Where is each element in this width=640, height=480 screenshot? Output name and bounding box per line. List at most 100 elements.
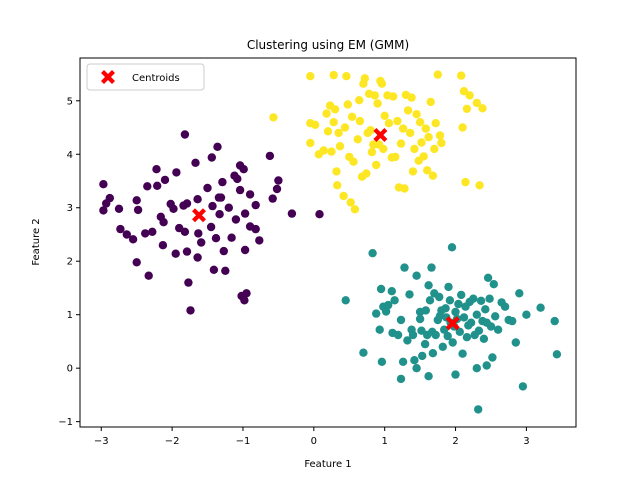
data-point-cluster-1 — [240, 296, 249, 305]
data-point-cluster-1 — [239, 165, 248, 174]
data-point-cluster-3 — [269, 113, 278, 122]
data-point-cluster-2 — [368, 249, 377, 258]
data-point-cluster-3 — [355, 96, 364, 105]
y-tick-label: 5 — [67, 96, 73, 107]
x-axis-label: Feature 1 — [304, 459, 351, 470]
data-point-cluster-3 — [457, 71, 466, 80]
x-tick-label: −1 — [236, 436, 251, 447]
data-point-cluster-2 — [438, 342, 447, 351]
data-point-cluster-3 — [353, 135, 362, 144]
centroid-marker-1 — [192, 208, 206, 223]
data-point-cluster-3 — [362, 169, 371, 178]
data-point-cluster-3 — [406, 128, 415, 138]
data-point-cluster-2 — [417, 326, 426, 335]
data-point-cluster-2 — [375, 325, 384, 334]
data-point-cluster-3 — [373, 99, 382, 108]
data-point-cluster-2 — [491, 312, 500, 321]
data-point-cluster-2 — [390, 296, 399, 305]
data-point-cluster-3 — [329, 70, 338, 80]
data-point-cluster-3 — [393, 116, 402, 126]
data-point-cluster-3 — [472, 98, 481, 108]
data-point-cluster-3 — [384, 119, 394, 128]
data-point-cluster-1 — [152, 165, 161, 174]
data-point-cluster-2 — [472, 310, 481, 319]
data-point-cluster-3 — [465, 91, 474, 100]
data-point-cluster-3 — [370, 91, 379, 100]
data-point-cluster-1 — [160, 175, 170, 185]
data-point-cluster-3 — [396, 139, 406, 148]
data-point-cluster-1 — [194, 229, 203, 238]
data-point-cluster-2 — [500, 302, 510, 311]
data-point-cluster-3 — [389, 92, 398, 101]
data-point-cluster-1 — [180, 130, 190, 139]
legend-box — [86, 63, 205, 91]
y-tick-label: 0 — [67, 364, 73, 375]
data-point-cluster-3 — [333, 181, 342, 190]
data-point-cluster-2 — [410, 356, 419, 365]
y-tick-label: 3 — [67, 203, 73, 214]
data-point-cluster-3 — [335, 142, 345, 151]
data-point-cluster-1 — [206, 222, 216, 232]
data-point-cluster-1 — [218, 177, 227, 187]
data-point-cluster-3 — [355, 116, 365, 126]
data-point-cluster-3 — [347, 112, 357, 122]
data-point-cluster-1 — [193, 253, 202, 262]
x-tick-label: −3 — [94, 436, 109, 447]
data-point-cluster-1 — [171, 249, 180, 258]
data-point-cluster-1 — [242, 289, 251, 298]
y-tick-label: 1 — [67, 310, 73, 321]
x-axis: −3 −2 −1 0 1 2 3 — [94, 427, 530, 447]
data-point-cluster-2 — [384, 300, 393, 310]
data-point-cluster-2 — [485, 294, 494, 303]
data-point-cluster-3 — [377, 79, 387, 88]
data-point-cluster-1 — [141, 229, 150, 238]
data-point-cluster-1 — [233, 174, 242, 184]
data-point-cluster-3 — [340, 123, 350, 132]
data-point-cluster-1 — [191, 158, 200, 167]
data-point-cluster-3 — [346, 198, 355, 207]
data-point-cluster-2 — [435, 292, 444, 302]
data-point-cluster-1 — [215, 210, 224, 219]
data-point-cluster-1 — [148, 227, 157, 236]
data-point-cluster-2 — [398, 357, 408, 366]
data-point-cluster-3 — [339, 191, 348, 201]
data-point-cluster-2 — [341, 296, 350, 305]
data-point-cluster-1 — [128, 235, 138, 244]
data-point-cluster-2 — [455, 327, 464, 336]
data-point-cluster-2 — [486, 322, 496, 331]
data-point-cluster-1 — [180, 227, 190, 236]
data-point-cluster-3 — [332, 167, 341, 176]
data-point-cluster-1 — [221, 266, 230, 275]
data-point-cluster-2 — [474, 405, 483, 414]
data-point-cluster-2 — [462, 333, 472, 342]
data-point-cluster-2 — [420, 339, 430, 349]
data-point-cluster-2 — [483, 273, 493, 282]
data-point-cluster-2 — [424, 372, 433, 381]
data-point-cluster-2 — [451, 307, 460, 317]
data-point-cluster-2 — [441, 304, 450, 313]
data-point-cluster-3 — [423, 166, 432, 175]
data-point-cluster-1 — [197, 238, 206, 247]
data-point-cluster-1 — [211, 234, 221, 243]
data-point-cluster-3 — [323, 127, 333, 136]
data-point-cluster-3 — [426, 97, 435, 107]
data-point-cluster-3 — [322, 109, 331, 118]
data-point-cluster-1 — [227, 233, 236, 242]
data-point-cluster-1 — [209, 265, 219, 274]
data-point-cluster-3 — [343, 100, 352, 109]
data-point-cluster-3 — [379, 144, 388, 154]
data-point-cluster-1 — [274, 176, 283, 185]
data-point-cluster-3 — [458, 123, 467, 132]
data-point-cluster-3 — [306, 138, 315, 148]
y-tick-label: −1 — [58, 417, 73, 428]
data-point-cluster-3 — [424, 132, 433, 142]
data-point-cluster-1 — [159, 218, 168, 227]
data-point-cluster-2 — [425, 296, 435, 305]
data-point-cluster-1 — [132, 196, 141, 205]
data-point-cluster-1 — [245, 190, 255, 199]
data-point-cluster-2 — [445, 296, 455, 305]
data-point-cluster-2 — [469, 294, 478, 303]
data-point-cluster-3 — [380, 111, 389, 121]
data-point-cluster-1 — [99, 180, 108, 189]
data-point-cluster-2 — [387, 287, 396, 296]
